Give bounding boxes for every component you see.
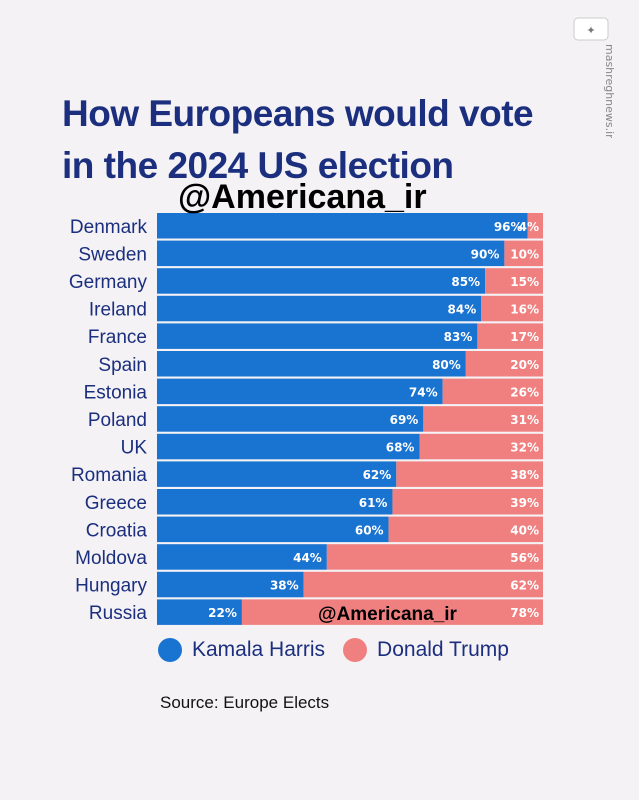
legend-label-trump: Donald Trump [377,638,509,661]
legend-swatch-trump [343,638,368,662]
bar-trump-denmark [527,213,543,239]
country-label: Moldova [75,548,147,569]
value-label-harris: 74% [409,385,438,399]
bar-trump-uk [419,433,543,460]
watermark-logo-icon: ✦ [573,17,609,41]
chart-title: How Europeans would vote in the 2024 US … [62,88,622,192]
value-label-trump: 26% [510,385,539,399]
bar-harris-romania [157,461,397,487]
bar-trump-greece [392,489,543,515]
value-label-trump: 32% [510,441,539,455]
value-label-trump: 40% [510,523,539,537]
country-label: Germany [69,272,148,293]
bar-harris-ireland [157,295,482,322]
bar-harris-germany [157,268,486,294]
value-label-harris: 85% [451,275,480,289]
bar-trump-spain [465,351,543,377]
country-label: Sweden [78,244,147,265]
source-note: Source: Europe Elects [160,693,330,712]
bar-trump-estonia [442,378,543,405]
country-label: Ireland [89,300,147,321]
country-label: Croatia [86,520,148,541]
country-label: Denmark [70,217,148,238]
bar-trump-moldova [326,544,543,570]
value-label-trump: 15% [510,275,539,289]
value-label-harris: 83% [444,330,473,344]
bar-harris-hungary [157,571,304,598]
title-line-1: How Europeans would vote [62,93,534,134]
value-label-harris: 44% [293,551,322,565]
bar-harris-russia [157,599,242,625]
legend-item-trump: Donald Trump [343,638,509,662]
bar-trump-hungary [303,571,543,598]
bar-trump-germany [485,268,543,294]
watermark-handle-large: @Americana_ir [178,178,427,216]
watermark-site-text: mashreghnews.ir [603,44,616,138]
bar-harris-spain [157,351,466,377]
chart-legend: Kamala Harris Donald Trump [158,638,509,662]
legend-label-harris: Kamala Harris [192,638,326,661]
value-label-trump: 62% [510,579,539,593]
country-label: Romania [71,465,147,486]
bar-trump-croatia [388,516,543,543]
bar-harris-france [157,323,478,349]
value-label-trump: 78% [510,606,539,620]
bar-trump-russia [241,599,544,625]
value-label-trump: 38% [510,468,539,482]
bar-harris-poland [157,406,424,432]
country-label: Estonia [84,382,148,403]
legend-item-harris: Kamala Harris [158,638,325,662]
title-line-2: in the 2024 US election [62,145,454,186]
value-label-harris: 61% [359,496,388,510]
value-label-harris: 69% [390,413,419,427]
value-label-trump: 16% [510,303,539,317]
country-label: France [88,327,147,348]
value-label-harris: 84% [448,303,477,317]
bar-harris-denmark [157,213,528,239]
bar-trump-romania [396,461,543,487]
value-label-trump: 17% [510,330,539,344]
legend-swatch-harris [158,638,182,662]
value-label-harris: 60% [355,523,384,537]
value-label-harris: 90% [471,247,500,261]
country-label: UK [121,438,148,459]
bar-harris-estonia [157,378,443,405]
bar-harris-moldova [157,544,327,570]
value-label-harris: 68% [386,441,415,455]
country-label: Poland [88,410,147,431]
bar-trump-sweden [504,240,543,267]
country-label: Russia [89,603,148,624]
value-label-harris: 38% [270,579,299,593]
value-label-harris: 22% [208,606,237,620]
country-label: Spain [98,355,147,376]
watermark-handle-small: @Americana_ir [318,604,457,625]
value-label-trump: 39% [510,496,539,510]
value-label-trump: 20% [510,358,539,372]
bar-trump-ireland [481,295,543,322]
value-label-harris: 62% [363,468,392,482]
bar-trump-france [477,323,543,349]
value-label-harris: 96% [494,220,523,234]
value-label-trump: 56% [510,551,539,565]
value-label-trump: 4% [519,220,539,234]
country-label: Greece [85,493,147,514]
bar-harris-uk [157,433,420,460]
svg-text:✦: ✦ [586,24,595,37]
bar-harris-greece [157,489,393,515]
site-watermark: ✦ mashreghnews.ir [573,17,616,138]
bar-harris-croatia [157,516,389,543]
country-label: Hungary [75,576,147,597]
bar-harris-sweden [157,240,505,267]
value-label-trump: 10% [510,247,539,261]
value-label-harris: 80% [432,358,461,372]
value-label-trump: 31% [510,413,539,427]
bar-trump-poland [423,406,543,432]
